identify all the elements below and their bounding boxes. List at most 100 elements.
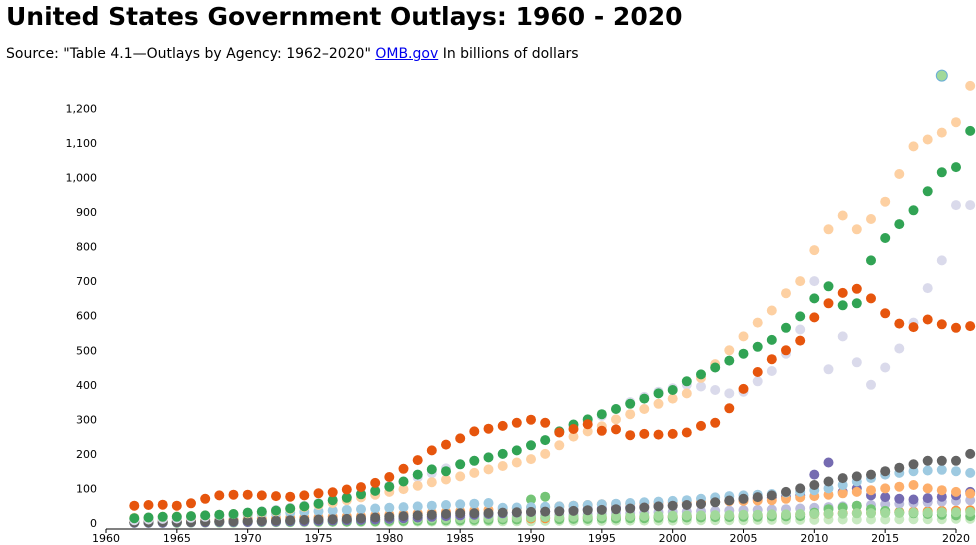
data-point[interactable] xyxy=(426,445,437,456)
data-point[interactable] xyxy=(823,364,834,375)
data-point[interactable] xyxy=(639,502,650,513)
data-point[interactable] xyxy=(823,457,834,468)
data-point[interactable] xyxy=(455,471,466,482)
data-point[interactable] xyxy=(511,457,522,468)
data-point[interactable] xyxy=(313,514,324,525)
data-point[interactable] xyxy=(681,388,692,399)
data-point[interactable] xyxy=(370,485,381,496)
data-point[interactable] xyxy=(894,493,905,504)
data-point[interactable] xyxy=(356,504,366,515)
data-point[interactable] xyxy=(809,480,820,490)
data-point[interactable] xyxy=(922,283,933,294)
data-point[interactable] xyxy=(724,403,735,414)
data-point[interactable] xyxy=(766,366,777,376)
data-point[interactable] xyxy=(356,513,366,524)
data-point[interactable] xyxy=(256,506,267,517)
data-point[interactable] xyxy=(441,466,451,477)
data-point[interactable] xyxy=(752,317,763,328)
data-point[interactable] xyxy=(936,464,947,475)
data-point[interactable] xyxy=(653,398,664,409)
data-point[interactable] xyxy=(200,510,211,521)
data-point[interactable] xyxy=(809,245,820,256)
data-point[interactable] xyxy=(951,117,961,128)
data-point[interactable] xyxy=(880,362,891,373)
data-point[interactable] xyxy=(271,505,281,516)
data-point[interactable] xyxy=(880,483,891,494)
data-point[interactable] xyxy=(809,276,820,287)
data-point[interactable] xyxy=(256,515,267,526)
data-point[interactable] xyxy=(766,334,777,345)
data-point[interactable] xyxy=(214,509,225,520)
data-point[interactable] xyxy=(851,224,862,235)
data-point[interactable] xyxy=(242,489,253,500)
data-point[interactable] xyxy=(965,467,976,478)
data-point[interactable] xyxy=(710,497,721,508)
data-point[interactable] xyxy=(526,454,536,465)
data-point[interactable] xyxy=(922,186,933,197)
data-point[interactable] xyxy=(341,484,352,495)
data-point[interactable] xyxy=(455,508,466,519)
data-point[interactable] xyxy=(781,288,791,299)
data-point[interactable] xyxy=(568,424,579,434)
data-point[interactable] xyxy=(965,80,976,91)
data-point[interactable] xyxy=(696,499,706,509)
data-point[interactable] xyxy=(894,508,905,518)
data-point[interactable] xyxy=(327,514,338,525)
data-point[interactable] xyxy=(781,322,791,333)
data-point[interactable] xyxy=(766,305,777,316)
data-point[interactable] xyxy=(837,508,848,519)
data-point[interactable] xyxy=(781,509,791,520)
data-point[interactable] xyxy=(356,482,366,493)
data-point[interactable] xyxy=(356,489,366,500)
data-point[interactable] xyxy=(922,465,933,476)
data-point[interactable] xyxy=(412,455,423,466)
data-point[interactable] xyxy=(412,480,423,491)
data-point[interactable] xyxy=(554,506,565,517)
data-point[interactable] xyxy=(469,467,480,478)
data-point[interactable] xyxy=(724,510,735,521)
data-point[interactable] xyxy=(398,476,409,487)
data-point[interactable] xyxy=(795,335,806,346)
data-point[interactable] xyxy=(469,426,480,437)
data-point[interactable] xyxy=(752,367,763,377)
data-point[interactable] xyxy=(611,424,621,435)
data-point[interactable] xyxy=(908,205,919,216)
data-point[interactable] xyxy=(908,466,919,477)
data-point[interactable] xyxy=(625,430,636,441)
data-point[interactable] xyxy=(894,343,905,354)
data-point[interactable] xyxy=(922,507,933,518)
data-point[interactable] xyxy=(936,127,947,138)
data-point[interactable] xyxy=(412,510,423,521)
data-point[interactable] xyxy=(384,472,395,482)
data-point[interactable] xyxy=(639,511,650,522)
data-point[interactable] xyxy=(752,509,763,520)
data-point[interactable] xyxy=(299,514,310,525)
data-point[interactable] xyxy=(412,501,423,512)
data-point[interactable] xyxy=(724,388,735,399)
data-point[interactable] xyxy=(611,404,621,414)
highlighted-data-point[interactable] xyxy=(935,69,948,82)
data-point[interactable] xyxy=(752,376,763,387)
data-point[interactable] xyxy=(823,483,834,494)
data-point[interactable] xyxy=(582,505,593,516)
data-point[interactable] xyxy=(894,169,905,179)
data-point[interactable] xyxy=(511,417,522,428)
data-point[interactable] xyxy=(370,503,381,514)
data-point[interactable] xyxy=(724,495,735,506)
data-point[interactable] xyxy=(965,125,976,136)
data-point[interactable] xyxy=(752,341,763,352)
data-point[interactable] xyxy=(540,491,551,502)
data-point[interactable] xyxy=(936,319,947,330)
data-point[interactable] xyxy=(625,398,636,409)
data-point[interactable] xyxy=(965,448,976,459)
data-point[interactable] xyxy=(186,511,196,522)
data-point[interactable] xyxy=(341,513,352,524)
data-point[interactable] xyxy=(384,481,395,492)
data-point[interactable] xyxy=(851,486,862,497)
data-point[interactable] xyxy=(880,196,891,207)
data-point[interactable] xyxy=(965,200,976,211)
data-point[interactable] xyxy=(625,503,636,514)
data-point[interactable] xyxy=(653,510,664,521)
data-point[interactable] xyxy=(866,379,876,390)
data-point[interactable] xyxy=(667,510,678,521)
